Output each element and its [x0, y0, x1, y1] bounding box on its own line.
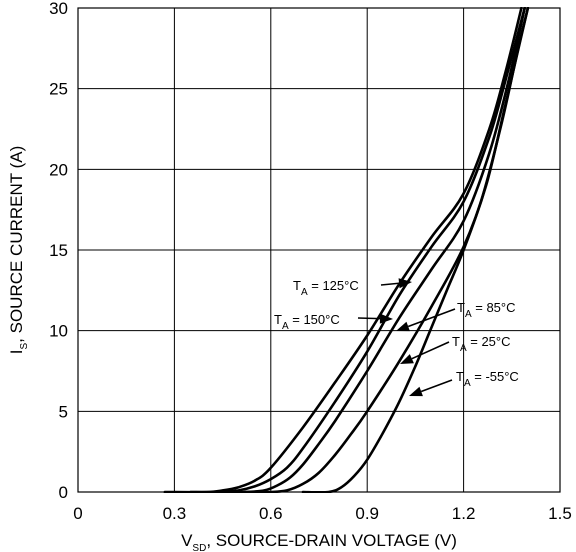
annotation-4: TA = -55°C	[409, 369, 519, 397]
y-tick-labels: 0 5 10 15 20 25 30	[49, 0, 68, 502]
curves	[163, 7, 530, 493]
annotation-1: TA = 150°C	[274, 312, 393, 332]
annotation-label: TA = 150°C	[274, 312, 340, 332]
annotation-arrow-shaft	[407, 308, 456, 328]
annotation-arrow-head	[398, 278, 412, 289]
y-tick-label: 0	[59, 483, 68, 502]
y-tick-label: 20	[49, 160, 68, 179]
x-axis-title-sub: SD	[192, 543, 206, 552]
y-tick-label: 10	[49, 322, 68, 341]
x-tick-label: 0	[73, 504, 82, 523]
y-axis-title: IS, SOURCE CURRENT (A)	[7, 146, 30, 355]
annotation-label-pre: T	[456, 369, 464, 384]
annotation-label: TA = 25°C	[452, 334, 511, 354]
x-tick-labels: 0 0.3 0.6 0.9 1.2 1.5	[73, 504, 572, 523]
series-curve-2	[211, 7, 526, 493]
annotation-arrow-shaft	[357, 317, 381, 320]
annotation-label-post: = 25°C	[467, 334, 511, 349]
annotation-2: TA = 85°C	[396, 300, 516, 332]
annotation-0: TA = 125°C	[293, 278, 412, 298]
annotation-label-pre: T	[293, 278, 301, 293]
gridlines	[78, 8, 560, 492]
y-axis-title-sub: S	[19, 343, 30, 350]
y-tick-label: 5	[59, 402, 68, 421]
y-axis-title-main: I	[7, 350, 26, 355]
y-axis-title-rest: , SOURCE CURRENT (A)	[7, 146, 26, 343]
annotation-label-post: = 125°C	[308, 278, 359, 293]
x-tick-label: 0.6	[259, 504, 283, 523]
annotation-arrow-shaft	[411, 341, 450, 360]
annotation-3: TA = 25°C	[400, 334, 511, 364]
annotation-arrow-head	[409, 386, 423, 397]
annotation-label: TA = 85°C	[457, 300, 516, 320]
annotation-label-pre: T	[274, 312, 282, 327]
series-curve-0	[163, 7, 523, 493]
annotation-arrow-head	[379, 313, 393, 324]
annotation-label-sub: A	[282, 321, 289, 332]
annotation-label-sub: A	[465, 309, 472, 320]
annotation-label-pre: T	[452, 334, 460, 349]
annotation-arrow-head	[400, 354, 414, 364]
annotation-label: TA = -55°C	[456, 369, 519, 389]
series-curve-1	[189, 7, 526, 493]
annotation-label-pre: T	[457, 300, 465, 315]
x-tick-label: 1.2	[452, 504, 476, 523]
annotation-label: TA = 125°C	[293, 278, 359, 298]
annotation-label-sub: A	[301, 287, 308, 298]
x-tick-label: 1.5	[548, 504, 572, 523]
annotation-label-post: = -55°C	[471, 369, 519, 384]
x-axis-title: VSD, SOURCE-DRAIN VOLTAGE (V)	[181, 531, 457, 552]
annotation-arrow-shaft	[420, 379, 453, 393]
annotation-arrow-head	[396, 321, 410, 332]
annotation-arrow-shaft	[380, 282, 400, 286]
annotation-label-post: = 150°C	[289, 312, 340, 327]
y-tick-label: 30	[49, 0, 68, 18]
y-tick-label: 15	[49, 241, 68, 260]
x-axis-title-main: V	[181, 531, 193, 550]
x-tick-label: 0.3	[163, 504, 187, 523]
x-axis-title-rest: , SOURCE-DRAIN VOLTAGE (V)	[206, 531, 457, 550]
x-tick-label: 0.9	[355, 504, 379, 523]
annotation-label-sub: A	[464, 378, 471, 389]
plot-frame	[77, 7, 561, 493]
annotation-label-post: = 85°C	[472, 300, 516, 315]
y-tick-label: 25	[49, 80, 68, 99]
series-curve-4	[301, 7, 530, 493]
annotations: TA = 125°CTA = 150°CTA = 85°CTA = 25°CTA…	[274, 278, 519, 397]
annotation-label-sub: A	[460, 343, 467, 354]
